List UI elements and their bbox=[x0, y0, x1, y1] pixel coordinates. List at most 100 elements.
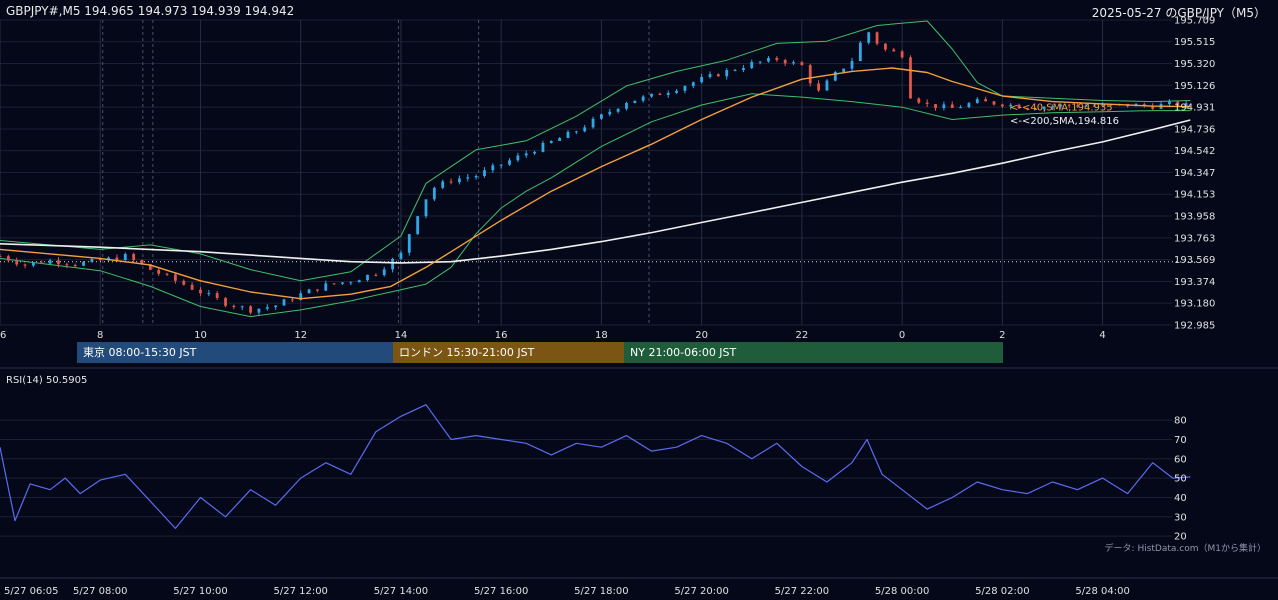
candle-body bbox=[942, 104, 946, 108]
candle-body bbox=[633, 100, 637, 104]
candle-body bbox=[1168, 101, 1171, 105]
candle-body bbox=[357, 280, 361, 283]
rsi-axis-tick: 20 bbox=[1174, 532, 1187, 543]
candle-body bbox=[73, 264, 77, 266]
time-axis-tick: 18 bbox=[595, 330, 608, 341]
candle-body bbox=[1042, 106, 1046, 110]
time-axis-tick: 0 bbox=[899, 330, 905, 341]
candle-body bbox=[90, 259, 94, 262]
candle-body bbox=[817, 83, 820, 91]
candle-body bbox=[416, 216, 420, 235]
candle-body bbox=[199, 289, 202, 294]
bollinger-upper-line bbox=[0, 20, 1191, 282]
candle-body bbox=[1059, 104, 1063, 107]
candle-body bbox=[691, 82, 695, 87]
candle-body bbox=[341, 282, 344, 284]
rsi-time-axis-tick: 5/27 14:00 bbox=[374, 586, 428, 597]
candle-body bbox=[558, 138, 562, 141]
rsi-time-axis-tick: 5/27 18:00 bbox=[574, 586, 628, 597]
candle-body bbox=[474, 175, 478, 178]
candle-body bbox=[232, 305, 236, 308]
candle-body bbox=[366, 274, 369, 281]
candle-body bbox=[123, 253, 127, 260]
candle-body bbox=[449, 181, 453, 183]
candle-body bbox=[332, 283, 336, 285]
candle-body bbox=[716, 74, 720, 77]
price-axis-tick: 192.985 bbox=[1174, 321, 1215, 332]
candle-body bbox=[833, 72, 837, 81]
candle-body bbox=[683, 86, 687, 91]
rsi-axis-tick: 30 bbox=[1174, 512, 1187, 523]
candle-body bbox=[207, 293, 211, 295]
candle-body bbox=[15, 260, 19, 265]
candle-body bbox=[1034, 109, 1038, 111]
candle-body bbox=[466, 177, 470, 179]
rsi-time-axis-tick: 5/28 02:00 bbox=[975, 586, 1029, 597]
rsi-time-axis-tick: 5/27 12:00 bbox=[273, 586, 327, 597]
candle-body bbox=[733, 70, 737, 72]
candle-body bbox=[65, 264, 69, 266]
candle-body bbox=[775, 57, 779, 60]
candle-body bbox=[767, 57, 770, 62]
candle-body bbox=[600, 114, 603, 119]
candle-body bbox=[257, 308, 261, 313]
session-bar-tokyo: 東京 08:00-15:30 JST bbox=[77, 342, 393, 363]
candle-body bbox=[182, 280, 186, 285]
candle-body bbox=[725, 70, 729, 77]
candle-body bbox=[650, 93, 653, 97]
price-axis-tick: 194.153 bbox=[1174, 190, 1215, 201]
rsi-axis-tick: 50 bbox=[1174, 474, 1187, 485]
candle-body bbox=[1142, 104, 1146, 106]
candle-body bbox=[1051, 106, 1054, 108]
candle-body bbox=[32, 262, 35, 266]
candle-body bbox=[541, 142, 545, 152]
candle-body bbox=[967, 103, 971, 108]
candle-body bbox=[884, 43, 887, 50]
candle-body bbox=[608, 111, 612, 115]
price-axis-tick: 194.542 bbox=[1174, 146, 1215, 157]
candle-body bbox=[432, 187, 436, 200]
candle-body bbox=[82, 261, 85, 266]
candle-body bbox=[115, 257, 119, 260]
price-axis-tick: 195.126 bbox=[1174, 81, 1215, 92]
rsi-line bbox=[0, 404, 1191, 529]
candle-body bbox=[1101, 104, 1104, 106]
rsi-axis-tick: 40 bbox=[1174, 493, 1187, 504]
rsi-axis-tick: 70 bbox=[1174, 435, 1187, 446]
rsi-time-axis-tick: 5/27 20:00 bbox=[674, 586, 728, 597]
candle-body bbox=[925, 102, 929, 105]
candle-body bbox=[282, 299, 286, 306]
candle-body bbox=[1084, 105, 1088, 107]
candle-body bbox=[666, 92, 670, 95]
rsi-axis-tick: 60 bbox=[1174, 454, 1187, 465]
candle-body bbox=[533, 151, 536, 154]
candle-body bbox=[424, 199, 428, 217]
chart-title: 2025-05-27 のGBP/JPY（M5） bbox=[1091, 6, 1266, 20]
candle-body bbox=[382, 269, 386, 276]
price-axis-tick: 193.958 bbox=[1174, 212, 1215, 223]
candle-body bbox=[307, 289, 311, 294]
rsi-time-axis-tick: 5/27 16:00 bbox=[474, 586, 528, 597]
candle-body bbox=[591, 118, 595, 128]
time-axis-tick: 12 bbox=[294, 330, 307, 341]
candle-body bbox=[23, 264, 27, 266]
candle-body bbox=[516, 155, 520, 161]
candle-body bbox=[566, 131, 570, 139]
time-axis-tick: 14 bbox=[395, 330, 408, 341]
candle-body bbox=[240, 306, 244, 308]
candle-body bbox=[1184, 103, 1188, 106]
candle-body bbox=[1151, 105, 1155, 109]
time-axis-tick: 4 bbox=[1099, 330, 1105, 341]
candle-body bbox=[950, 104, 954, 108]
candle-body bbox=[399, 252, 403, 259]
price-axis-tick: 194.931 bbox=[1174, 103, 1215, 114]
candle-body bbox=[875, 32, 879, 44]
candle-body bbox=[299, 293, 303, 300]
candle-body bbox=[783, 59, 787, 64]
candle-body bbox=[98, 259, 102, 261]
candle-body bbox=[792, 62, 795, 64]
price-axis-tick: 195.709 bbox=[1174, 16, 1215, 27]
candle-body bbox=[148, 264, 152, 270]
candle-body bbox=[742, 68, 745, 71]
